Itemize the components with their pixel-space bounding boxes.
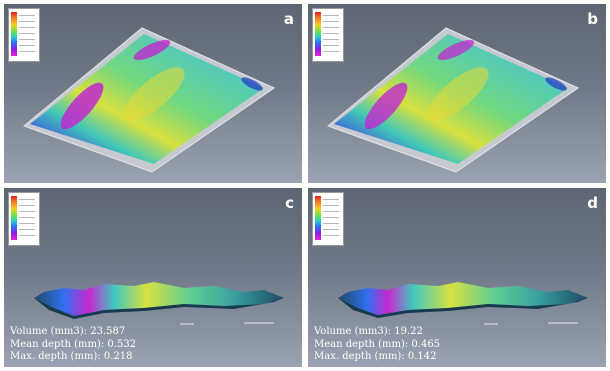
panel-label: d [587, 194, 598, 212]
profile-dark-edge [338, 298, 588, 318]
panel-c: c Volume (mm3): 23.587 Mean depth (mm): … [4, 188, 302, 367]
mean-depth-text: Mean depth (mm): 0.532 [10, 338, 137, 350]
deep-region-top [133, 39, 171, 61]
deep-region-left [60, 82, 104, 130]
profile-view-c [34, 282, 284, 325]
deep-region-top [437, 39, 475, 61]
panel-label: a [283, 10, 294, 28]
color-scale-bar [11, 12, 17, 56]
volume-text: Volume (mm3): 19.22 [314, 326, 423, 337]
color-scale-bar [315, 196, 321, 240]
color-scale-bar [11, 196, 17, 240]
profile-view-d [338, 282, 588, 325]
edge-blue-right [241, 77, 263, 91]
deep-region-left [364, 82, 408, 130]
max-depth-text: Max. depth (mm): 0.142 [314, 351, 437, 362]
surface-map-a [23, 27, 276, 173]
color-scale-bar [315, 12, 321, 56]
color-scale-legend [312, 192, 344, 246]
measurement-stats: Volume (mm3): 23.587 Mean depth (mm): 0.… [10, 326, 136, 364]
color-scale-legend [8, 192, 40, 246]
panel-a: a [4, 4, 302, 183]
measurement-stats: Volume (mm3): 19.22 Mean depth (mm): 0.4… [314, 326, 440, 364]
surface-map-b [327, 27, 580, 173]
panel-label: b [587, 10, 598, 28]
max-depth-text: Max. depth (mm): 0.218 [10, 351, 133, 362]
profile-surface [34, 282, 284, 316]
panel-d: d Volume (mm3): 19.22 Mean depth (mm): 0… [308, 188, 606, 367]
profile-surface [338, 282, 588, 315]
panel-label: c [285, 194, 294, 212]
color-scale-legend [312, 8, 344, 62]
panel-b: b [308, 4, 606, 183]
mean-depth-text: Mean depth (mm): 0.465 [314, 338, 441, 350]
volume-text: Volume (mm3): 23.587 [10, 326, 126, 337]
ridge-region [123, 67, 185, 121]
color-scale-legend [8, 8, 40, 62]
ridge-region [427, 67, 489, 121]
edge-blue-right [545, 77, 567, 91]
profile-dark-edge [34, 298, 284, 319]
